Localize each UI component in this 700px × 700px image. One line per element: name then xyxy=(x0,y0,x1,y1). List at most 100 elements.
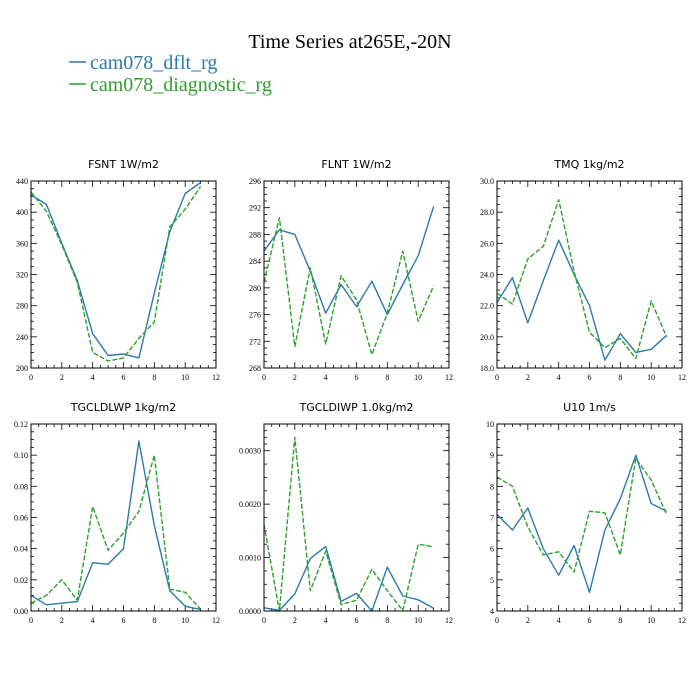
y-tick-label: 26.0 xyxy=(480,239,494,248)
y-tick-label: 280 xyxy=(249,284,261,293)
series-line-diagnostic xyxy=(263,436,434,612)
figure-title: Time Series at265E,-20N xyxy=(248,31,451,53)
y-tick-label: 320 xyxy=(16,271,28,280)
x-tick-label: 6 xyxy=(355,616,359,625)
y-tick-label: 20.0 xyxy=(480,333,494,342)
x-tick-label: 12 xyxy=(678,616,686,625)
y-tick-label: 276 xyxy=(249,311,261,320)
x-tick-label: 4 xyxy=(557,373,561,382)
y-tick-label: 28.0 xyxy=(480,208,494,217)
y-tick-label: 360 xyxy=(16,239,28,248)
y-tick-label: 7 xyxy=(490,514,494,523)
x-tick-label: 2 xyxy=(526,616,530,625)
x-tick-label: 0 xyxy=(262,616,266,625)
y-tick-label: 440 xyxy=(16,177,28,186)
panel-title: FLNT 1W/m2 xyxy=(321,158,391,171)
y-tick-label: 0.10 xyxy=(14,451,28,460)
y-tick-label: 288 xyxy=(249,230,261,239)
x-tick-label: 2 xyxy=(293,373,297,382)
x-tick-label: 2 xyxy=(60,616,64,625)
x-tick-label: 10 xyxy=(181,373,189,382)
y-tick-label: 10 xyxy=(486,420,494,429)
x-tick-label: 8 xyxy=(152,373,156,382)
y-tick-label: 292 xyxy=(249,204,261,213)
y-tick-label: 296 xyxy=(249,177,261,186)
chart-panel-5: TGCLDIWP 1.0kg/m2 0 2 4 6 8 10 12 0.0000 0.0010 0.… xyxy=(239,401,453,625)
plot-frame xyxy=(263,423,450,612)
series-line-diagnostic xyxy=(496,198,668,360)
y-tick-label: 240 xyxy=(16,333,28,342)
x-tick-label: 6 xyxy=(122,373,126,382)
y-tick-label: 0.0030 xyxy=(239,447,261,456)
y-tick-label: 6 xyxy=(490,545,494,554)
x-tick-label: 12 xyxy=(678,373,686,382)
chart-panel-3: TMQ 1kg/m2 0 2 4 6 8 10 12 18.0 20.0 22.0 24.0 26.0 2… xyxy=(480,158,686,382)
x-tick-label: 4 xyxy=(91,616,95,625)
x-tick-label: 8 xyxy=(385,373,389,382)
y-tick-label: 0.0010 xyxy=(239,554,261,563)
y-tick-label: 0.00 xyxy=(14,607,28,616)
y-tick-label: 0.08 xyxy=(14,482,28,491)
y-tick-label: 284 xyxy=(249,257,261,266)
x-tick-label: 10 xyxy=(647,616,655,625)
plot-frame xyxy=(30,180,217,369)
legend: cam078_dflt_rg cam078_diagnostic_rg xyxy=(69,52,272,96)
series-line-diagnostic xyxy=(496,457,668,573)
x-tick-label: 12 xyxy=(445,373,453,382)
chart-panel-2: FLNT 1W/m2 0 2 4 6 8 10 12 268 272 276 280 284 288 292… xyxy=(249,158,453,382)
series-line-diagnostic xyxy=(30,186,202,362)
y-tick-label: 272 xyxy=(249,337,261,346)
y-tick-label: 8 xyxy=(490,482,494,491)
y-tick-label: 18.0 xyxy=(480,364,494,373)
series-line-dflt xyxy=(496,239,668,361)
x-tick-label: 0 xyxy=(495,616,499,625)
plot-frame xyxy=(30,423,217,612)
x-tick-label: 10 xyxy=(414,373,422,382)
plot-frame xyxy=(263,180,450,369)
x-tick-label: 8 xyxy=(152,616,156,625)
panel-title: U10 1m/s xyxy=(563,401,616,414)
panel-title: TGCLDIWP 1.0kg/m2 xyxy=(298,401,413,414)
x-tick-label: 6 xyxy=(355,373,359,382)
series-line-diagnostic xyxy=(263,216,435,356)
x-tick-label: 0 xyxy=(495,373,499,382)
x-tick-label: 4 xyxy=(91,373,95,382)
y-tick-label: 4 xyxy=(490,607,494,616)
chart-panel-1: FSNT 1W/m2 0 2 4 6 8 10 12 200 240 280 320 360 400 440 xyxy=(16,158,220,382)
series-line-dflt xyxy=(263,545,434,612)
y-tick-label: 0.06 xyxy=(14,514,28,523)
x-tick-label: 4 xyxy=(324,616,328,625)
legend-label-diagnostic: cam078_diagnostic_rg xyxy=(90,74,272,96)
x-tick-label: 6 xyxy=(122,616,126,625)
legend-label-dflt: cam078_dflt_rg xyxy=(90,52,217,74)
x-tick-label: 0 xyxy=(29,616,33,625)
x-tick-label: 12 xyxy=(212,373,220,382)
x-tick-label: 6 xyxy=(588,616,592,625)
y-tick-label: 9 xyxy=(490,451,494,460)
x-tick-label: 10 xyxy=(647,373,655,382)
x-tick-label: 8 xyxy=(618,616,622,625)
x-tick-label: 8 xyxy=(618,373,622,382)
x-tick-label: 8 xyxy=(385,616,389,625)
x-tick-label: 2 xyxy=(293,616,297,625)
y-tick-label: 0.12 xyxy=(14,420,28,429)
y-tick-label: 200 xyxy=(16,364,28,373)
chart-panel-6: U10 1m/s 0 2 4 6 8 10 12 4 5 6 7 8 9 10 xyxy=(486,401,686,625)
y-tick-label: 30.0 xyxy=(480,177,494,186)
panel-title: FSNT 1W/m2 xyxy=(88,158,159,171)
x-tick-label: 2 xyxy=(60,373,64,382)
x-tick-label: 12 xyxy=(212,616,220,625)
y-tick-label: 400 xyxy=(16,208,28,217)
x-tick-label: 0 xyxy=(29,373,33,382)
panels: FSNT 1W/m20 2 4 6 8 10 12200240280320360400440… xyxy=(14,158,686,625)
y-tick-label: 5 xyxy=(490,576,494,585)
series-line-diagnostic xyxy=(30,454,202,610)
y-tick-label: 280 xyxy=(16,302,28,311)
panel-title: TMQ 1kg/m2 xyxy=(553,158,624,171)
x-tick-label: 10 xyxy=(414,616,422,625)
y-tick-label: 0.04 xyxy=(14,545,28,554)
x-tick-label: 10 xyxy=(181,616,189,625)
x-tick-label: 6 xyxy=(588,373,592,382)
series-line-dflt xyxy=(263,206,435,316)
y-tick-label: 0.0020 xyxy=(239,500,261,509)
